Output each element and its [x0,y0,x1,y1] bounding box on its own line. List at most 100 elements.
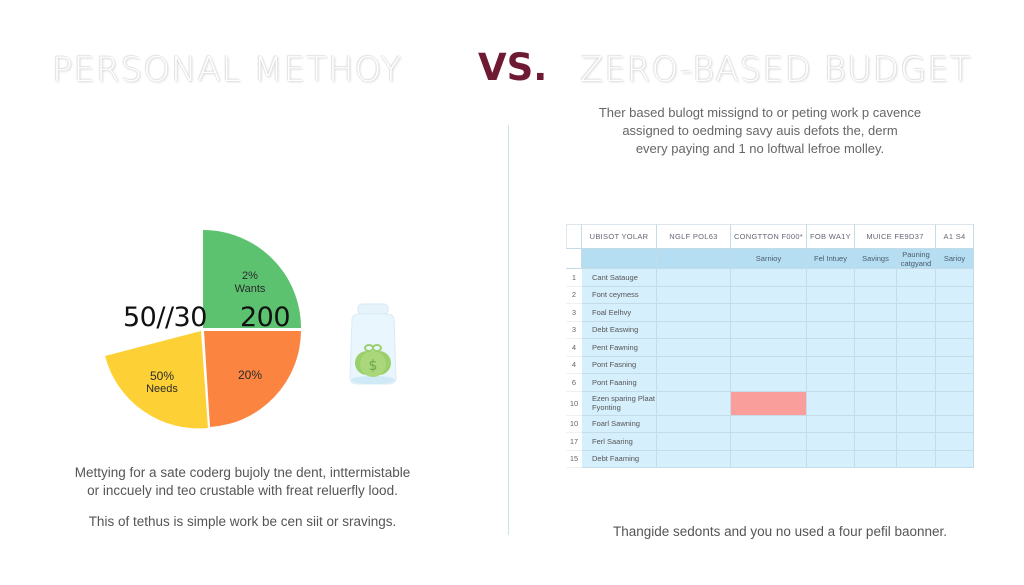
table-cell[interactable] [807,269,855,287]
table-cell[interactable] [855,321,897,339]
right-title: ZERO-BASED BUDGET [580,50,972,90]
table-cell[interactable] [657,450,731,468]
header-cell [566,224,582,249]
table-row[interactable]: 3 Foal Eelhvy [566,304,974,322]
table-row[interactable]: 4 Pent Fawning [566,339,974,357]
row-name: Cant Satauge [582,269,657,287]
table-cell[interactable] [936,415,974,433]
table-cell[interactable] [731,321,807,339]
row-index: 3 [566,304,582,322]
table-cell[interactable] [731,356,807,374]
table-cell[interactable] [731,415,807,433]
table-cell[interactable] [657,304,731,322]
ratio-label: 50//30 [123,302,207,333]
table-cell[interactable] [897,415,936,433]
table-row[interactable]: 10 Ezen sparing Plaat Fyonting [566,391,974,416]
table-cell[interactable] [807,304,855,322]
table-cell[interactable] [807,339,855,357]
table-cell[interactable] [807,391,855,416]
table-cell[interactable] [657,321,731,339]
row-name: Font ceymess [582,286,657,304]
table-cell[interactable] [731,304,807,322]
table-cell[interactable] [855,391,897,416]
table-row[interactable]: 1 Cant Satauge [566,269,974,287]
row-index: 2 [566,286,582,304]
header-cell: MUICE FE9D37 [855,224,936,249]
table-cell[interactable] [897,304,936,322]
header-cell: FOB WA1Y [807,224,855,249]
table-row[interactable]: 6 Pont Faaning [566,374,974,392]
row-index: 4 [566,339,582,357]
table-cell[interactable] [731,286,807,304]
table-cell[interactable] [897,433,936,451]
row-index: 10 [566,391,582,416]
table-cell[interactable] [657,339,731,357]
table-cell[interactable] [855,356,897,374]
table-cell[interactable] [897,321,936,339]
table-cell[interactable] [731,339,807,357]
row-index: 3 [566,321,582,339]
table-cell[interactable] [731,269,807,287]
table-row[interactable]: 4 Pont Fasning [566,356,974,374]
table-cell[interactable] [855,304,897,322]
left-title: PERSONAL METHOY [52,50,403,90]
table-cell[interactable] [807,450,855,468]
table-cell[interactable] [897,269,936,287]
table-cell[interactable] [936,286,974,304]
table-cell[interactable] [807,356,855,374]
table-cell[interactable] [897,374,936,392]
table-row[interactable]: 2 Font ceymess [566,286,974,304]
table-cell[interactable] [731,374,807,392]
subheader-cell: Sarioy [936,249,974,269]
table-cell[interactable] [807,433,855,451]
table-cell[interactable] [936,321,974,339]
table-cell[interactable] [657,374,731,392]
table-cell[interactable] [897,391,936,416]
table-cell[interactable] [936,374,974,392]
highlighted-cell[interactable] [731,391,807,416]
table-cell[interactable] [855,433,897,451]
table-cell[interactable] [657,286,731,304]
table-row[interactable]: 10 Foarl Sawning [566,415,974,433]
table-cell[interactable] [731,433,807,451]
table-cell[interactable] [855,286,897,304]
subheader-cell [657,249,731,269]
row-name: Foal Eelhvy [582,304,657,322]
row-index: 1 [566,269,582,287]
table-cell[interactable] [936,433,974,451]
left-description: Mettying for a sate coderg bujoly tne de… [55,464,430,500]
table-row[interactable]: 3 Debt Easwing [566,321,974,339]
center-divider [508,125,509,535]
subheader-cell: Sarnioy [731,249,807,269]
table-cell[interactable] [657,269,731,287]
table-cell[interactable] [807,321,855,339]
table-cell[interactable] [897,450,936,468]
table-cell[interactable] [807,286,855,304]
table-cell[interactable] [657,433,731,451]
table-cell[interactable] [936,269,974,287]
subheader-cell: Fel Intuey [807,249,855,269]
table-cell[interactable] [936,450,974,468]
subheader-cell: Savings [855,249,897,269]
table-cell[interactable] [657,356,731,374]
table-cell[interactable] [855,450,897,468]
table-cell[interactable] [897,286,936,304]
table-cell[interactable] [855,269,897,287]
table-cell[interactable] [807,374,855,392]
table-cell[interactable] [936,339,974,357]
table-cell[interactable] [897,339,936,357]
table-cell[interactable] [936,391,974,416]
table-cell[interactable] [936,356,974,374]
table-cell[interactable] [855,415,897,433]
table-cell[interactable] [807,415,855,433]
table-row[interactable]: 17 Ferl Saaring [566,433,974,451]
table-cell[interactable] [731,450,807,468]
table-cell[interactable] [657,391,731,416]
right-description-line: Ther based bulogt missignd to or peting … [598,105,922,120]
table-cell[interactable] [855,339,897,357]
table-cell[interactable] [897,356,936,374]
table-cell[interactable] [936,304,974,322]
table-row[interactable]: 15 Debt Faaming [566,450,974,468]
table-cell[interactable] [855,374,897,392]
table-cell[interactable] [657,415,731,433]
